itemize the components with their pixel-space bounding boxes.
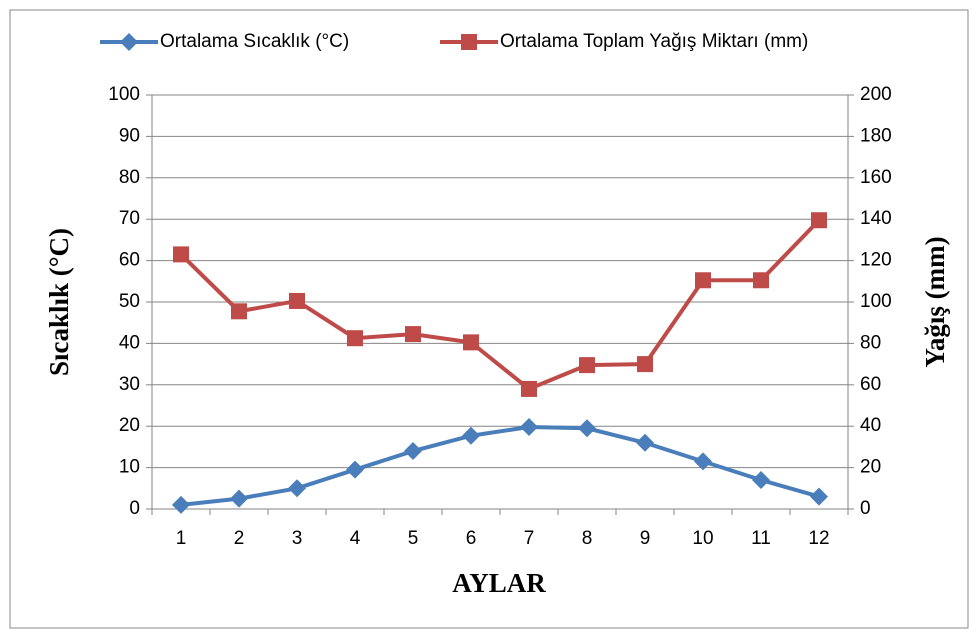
x-tick-label: 4 <box>350 528 361 549</box>
data-point <box>231 303 247 320</box>
y2-tick-label: 200 <box>860 84 892 105</box>
data-point <box>289 292 305 309</box>
data-point <box>695 272 711 289</box>
y-tick-label: 40 <box>119 332 140 353</box>
y2-axis-label: Yağış (mm) <box>920 236 950 367</box>
data-point <box>579 357 595 374</box>
data-point <box>810 487 828 506</box>
data-point <box>636 433 654 452</box>
y-tick-label: 0 <box>129 498 140 519</box>
y2-tick-label: 140 <box>860 208 892 229</box>
x-tick-label: 2 <box>234 528 245 549</box>
y-tick-label: 80 <box>119 167 140 188</box>
x-tick-label: 10 <box>692 528 713 549</box>
data-point <box>520 418 538 437</box>
y-tick-label: 60 <box>119 250 140 271</box>
data-point <box>694 452 712 471</box>
series-line <box>180 425 820 507</box>
data-point <box>230 489 248 508</box>
chart-frame <box>9 9 969 629</box>
y-tick-label: 20 <box>119 415 140 436</box>
data-point <box>288 479 306 498</box>
y-tick-label: 70 <box>119 208 140 229</box>
data-point <box>578 419 596 438</box>
y2-tick-label: 20 <box>860 457 881 478</box>
data-point <box>753 272 769 289</box>
x-tick-label: 1 <box>176 528 187 549</box>
y2-tick-label: 60 <box>860 374 881 395</box>
x-tick-label: 5 <box>408 528 419 549</box>
x-tick-label: 7 <box>524 528 535 549</box>
x-tick-label: 6 <box>466 528 477 549</box>
legend-marker <box>120 33 138 51</box>
y-axis-label: Sıcaklık (°C) <box>44 228 74 376</box>
data-point <box>405 326 421 343</box>
x-tick-label: 9 <box>640 528 651 549</box>
y2-tick-label: 100 <box>860 291 892 312</box>
x-tick-label: 3 <box>292 528 303 549</box>
y-tick-label: 30 <box>119 374 140 395</box>
data-point <box>404 442 422 461</box>
y-tick-label: 100 <box>108 84 140 105</box>
y2-tick-label: 0 <box>860 498 871 519</box>
x-axis-label: AYLAR <box>452 568 546 598</box>
data-point <box>752 471 770 490</box>
data-point <box>521 380 537 397</box>
y2-tick-label: 160 <box>860 167 892 188</box>
y2-tick-label: 40 <box>860 415 881 436</box>
series-line <box>179 218 821 392</box>
data-point <box>346 460 364 479</box>
data-point <box>462 426 480 445</box>
y2-tick-label: 180 <box>860 125 892 146</box>
x-tick-label: 11 <box>751 528 771 549</box>
legend-label: Ortalama Sıcaklık (°C) <box>160 31 349 52</box>
legend-label: Ortalama Toplam Yağış Miktarı (mm) <box>500 31 808 52</box>
data-point <box>637 356 653 373</box>
legend-marker <box>461 34 477 50</box>
data-point <box>172 495 190 514</box>
x-tick-label: 12 <box>808 528 829 549</box>
data-point <box>173 246 189 263</box>
y2-tick-label: 120 <box>860 250 892 271</box>
y-tick-label: 90 <box>119 125 140 146</box>
data-point <box>811 212 827 229</box>
y-tick-label: 10 <box>119 457 140 478</box>
y-tick-label: 50 <box>119 291 140 312</box>
x-tick-label: 8 <box>582 528 593 549</box>
data-point <box>463 334 479 351</box>
data-point <box>347 330 363 347</box>
y2-tick-label: 80 <box>860 332 881 353</box>
